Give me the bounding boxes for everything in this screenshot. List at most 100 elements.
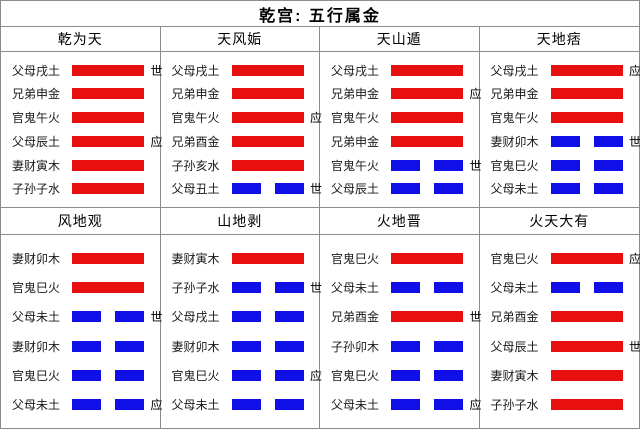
- hexagram-cell: 父母戌土 兄弟申金 官鬼午火 应 兄弟酉金 子孙亥水 父母丑土 世: [161, 52, 323, 207]
- hexagram-line: 妻财寅木: [161, 250, 320, 267]
- shi-ying-marker: 世: [150, 63, 163, 78]
- line-label: 官鬼午火: [331, 111, 380, 126]
- line-bar: [72, 88, 144, 100]
- hexagram-grid-bottom: 风地观 山地剥 火地晋 火天大有 妻财卯木 官鬼巳火 父母未土世 妻财卯木 官鬼…: [1, 207, 640, 428]
- line-label: 父母未土: [12, 310, 61, 325]
- line-bar: [550, 369, 623, 381]
- line-bar: [232, 183, 304, 194]
- line-label: 妻财卯木: [12, 252, 61, 267]
- hexagram-line: 父母未土: [161, 396, 320, 413]
- line-bar: [72, 159, 144, 171]
- line-bar: [391, 282, 463, 293]
- hexagram-line: 兄弟酉金 世: [320, 308, 482, 325]
- line-bar: [551, 282, 623, 293]
- line-label: 父母戌土: [12, 63, 61, 78]
- hexagram-line: 妻财寅木: [480, 367, 640, 384]
- hexagram-cell: 父母戌土 兄弟申金应 官鬼午火 兄弟申金 官鬼午火世 父母辰土: [320, 52, 482, 207]
- line-bar: [550, 88, 623, 100]
- hexagram-title: 山地剥: [160, 208, 320, 235]
- shi-ying-marker: 应: [628, 63, 640, 78]
- line-bar: [72, 183, 144, 195]
- hexagram-line: 父母辰土 世: [480, 338, 640, 355]
- line-label: 官鬼巳火: [490, 252, 539, 267]
- line-bar: [391, 253, 463, 265]
- line-label: 妻财卯木: [12, 339, 61, 354]
- line-bar: [391, 160, 463, 171]
- line-bar: [550, 398, 623, 410]
- line-bar: [391, 112, 463, 124]
- hexagram-line: 子孙子水 世: [161, 279, 323, 296]
- line-label: 子孙子水: [171, 281, 220, 296]
- hexagram-line: 父母戌土 应: [480, 62, 640, 79]
- line-label: 妻财寅木: [171, 252, 220, 267]
- line-bar: [550, 340, 623, 352]
- shi-ying-marker: 应: [628, 252, 640, 267]
- line-bar: [72, 64, 144, 76]
- hexagram-line: 兄弟申金: [320, 133, 479, 150]
- hexagram-cell: 父母戌土 世 兄弟申金 官鬼午火 父母辰土 应 妻财寅木 子孙子水: [1, 52, 163, 207]
- hexagram-line: 父母未土 应: [320, 396, 482, 413]
- line-bar: [72, 399, 144, 410]
- hexagram-cell: 父母戌土 应 兄弟申金 官鬼午火 妻财卯木 世 官鬼巳火 父母未土: [480, 52, 640, 207]
- shi-ying-marker: 世: [628, 134, 640, 149]
- line-label: 兄弟酉金: [171, 134, 220, 149]
- line-label: 兄弟申金: [331, 134, 380, 149]
- line-label: 兄弟申金: [490, 87, 539, 102]
- line-label: 妻财寅木: [12, 158, 61, 173]
- line-bar: [232, 282, 304, 293]
- line-label: 父母未土: [490, 182, 539, 197]
- hexagram-line: 兄弟酉金: [480, 308, 640, 325]
- hexagram-line: 官鬼巳火: [480, 157, 640, 174]
- line-bar: [550, 253, 623, 265]
- line-bar: [391, 341, 463, 352]
- hexagram-title: 乾为天: [1, 27, 161, 52]
- line-label: 父母未土: [490, 281, 539, 296]
- line-bar: [72, 282, 144, 294]
- hexagram-line: 兄弟申金 应: [320, 85, 482, 102]
- hexagram-line: 官鬼巳火: [320, 250, 479, 267]
- line-label: 父母辰土: [331, 182, 380, 197]
- hexagram-line: 官鬼午火 世: [320, 157, 482, 174]
- line-label: 子孙子水: [12, 182, 61, 197]
- line-label: 父母未土: [331, 281, 380, 296]
- hexagram-line: 官鬼巳火: [320, 367, 479, 384]
- hexagram-cell: 官鬼巳火 应 父母未土 兄弟酉金 父母辰土 世 妻财寅木 子孙子水: [480, 235, 640, 428]
- hexagram-line: 官鬼巳火: [1, 279, 160, 296]
- line-label: 父母戌土: [171, 310, 220, 325]
- hexagram-title: 天地痞: [479, 27, 639, 52]
- page-title: 乾宫: 五行属金: [1, 1, 639, 27]
- line-label: 父母未土: [171, 397, 220, 412]
- line-bar: [232, 370, 304, 381]
- line-label: 兄弟申金: [12, 87, 61, 102]
- line-label: 官鬼午火: [490, 111, 539, 126]
- line-bar: [551, 183, 623, 194]
- line-label: 官鬼午火: [171, 111, 220, 126]
- line-label: 父母辰土: [12, 134, 61, 149]
- line-bar: [551, 136, 623, 147]
- hexagram-cell: 妻财寅木 子孙子水 世 父母戌土 妻财卯木 官鬼巳火 应 父母未土: [161, 235, 323, 428]
- line-label: 父母戌土: [331, 63, 380, 78]
- shi-ying-marker: 世: [469, 310, 482, 325]
- hexagram-line: 兄弟申金: [1, 85, 160, 102]
- line-bar: [232, 341, 304, 352]
- hexagram-line: 官鬼巳火 应: [480, 250, 640, 267]
- line-bar: [550, 64, 623, 76]
- line-label: 子孙子水: [490, 397, 539, 412]
- hexagram-line: 父母戌土: [320, 62, 479, 79]
- hexagram-line: 妻财卯木 世: [480, 133, 640, 150]
- line-bar: [72, 370, 144, 381]
- hexagram-line: 子孙亥水: [161, 157, 320, 174]
- line-bar: [72, 135, 144, 147]
- line-bar: [550, 311, 623, 323]
- hexagram-line: 父母丑土 世: [161, 180, 323, 197]
- line-label: 兄弟酉金: [490, 310, 539, 325]
- hexagram-title: 火天大有: [479, 208, 639, 235]
- line-label: 官鬼巳火: [171, 368, 220, 383]
- line-label: 官鬼巳火: [331, 252, 380, 267]
- line-bar: [231, 112, 304, 124]
- line-bar: [391, 370, 463, 381]
- line-label: 父母未土: [12, 397, 61, 412]
- hexagram-line: 父母未土 世: [1, 308, 163, 325]
- line-bar: [391, 135, 463, 147]
